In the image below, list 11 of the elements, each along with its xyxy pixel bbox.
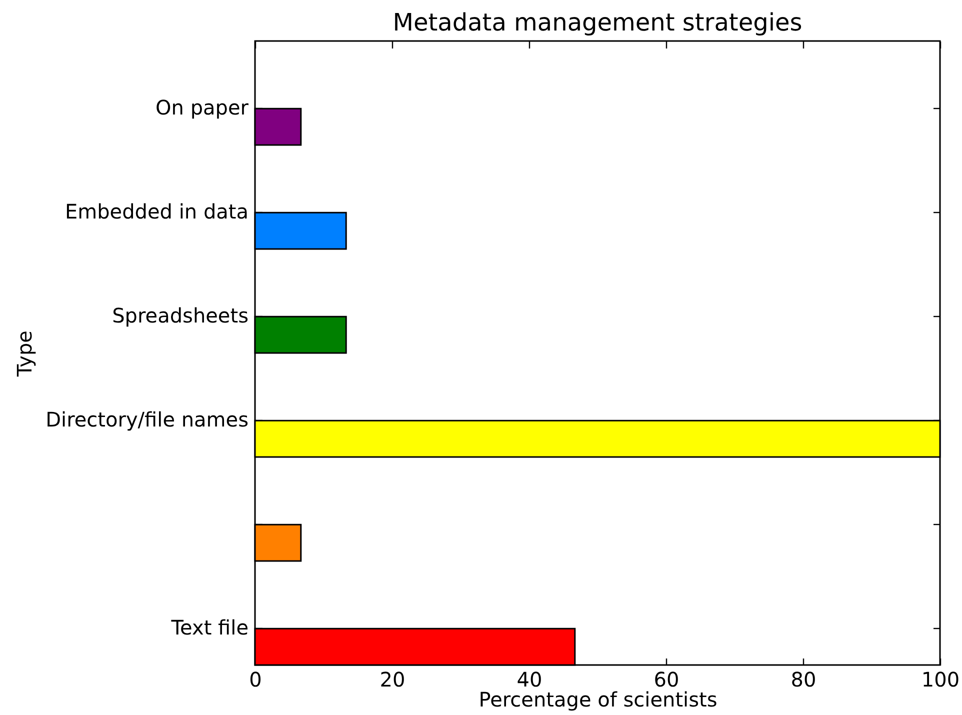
- y-tick-label: Directory/file names: [46, 408, 248, 432]
- y-tick-label: Embedded in data: [64, 200, 248, 224]
- x-tick-label: 100: [921, 668, 960, 692]
- x-tick-label: 80: [790, 668, 816, 692]
- y-tick-label: Spreadsheets: [112, 304, 248, 328]
- x-tick-label: 20: [380, 668, 406, 692]
- y-tick-label: Text file: [170, 616, 248, 640]
- x-tick-label: 0: [249, 668, 262, 692]
- y-axis-title: Type: [12, 330, 36, 378]
- chart-title: Metadata management strategies: [392, 8, 802, 36]
- y-tick-label: On paper: [156, 96, 250, 120]
